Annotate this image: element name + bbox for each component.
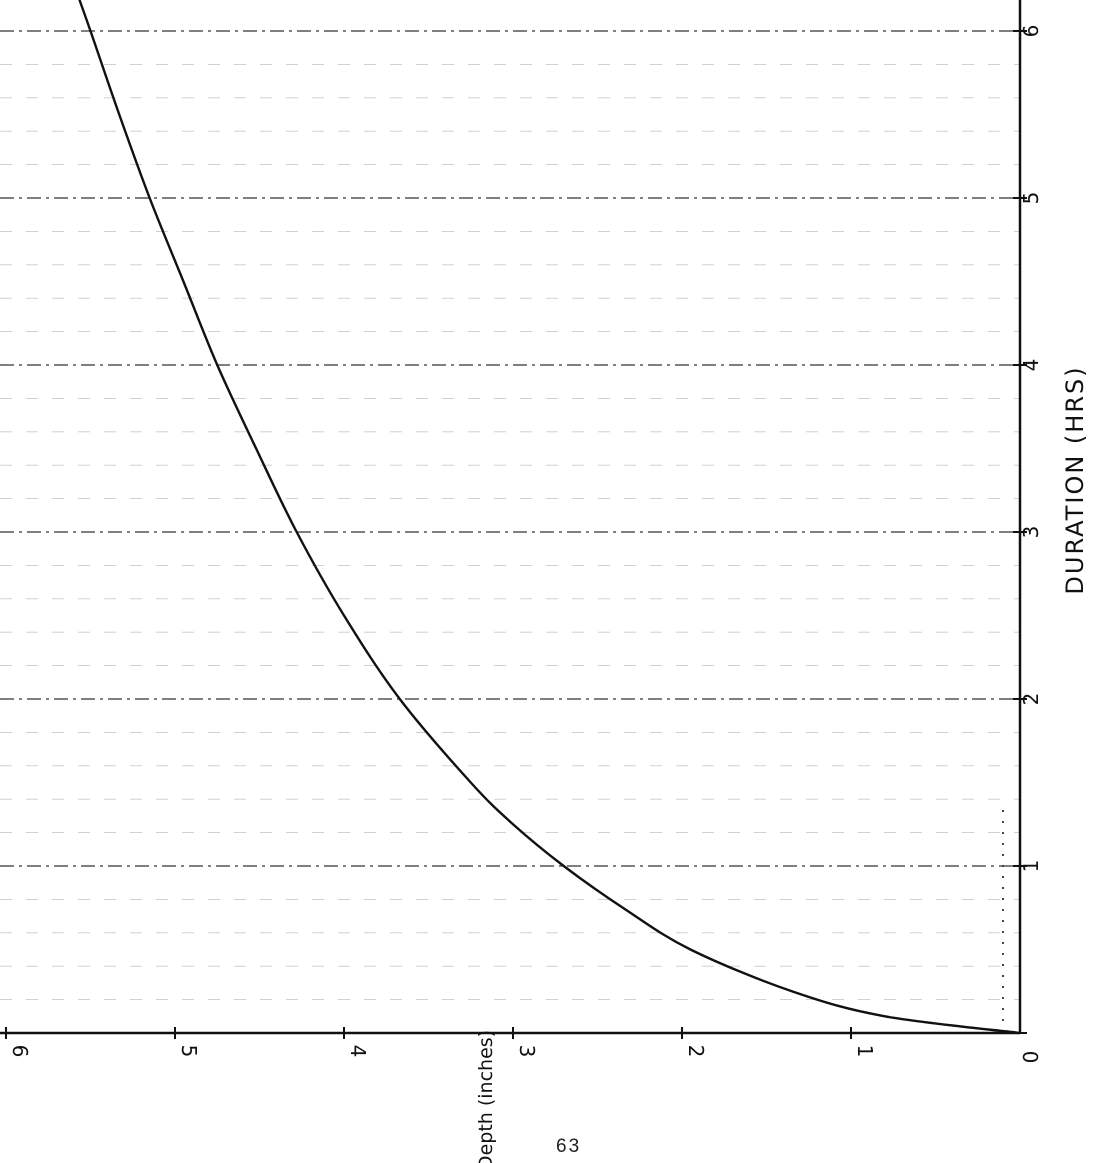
- x-tick-label: 2: [1019, 693, 1043, 706]
- y-axis-label: Depth (inches): [475, 1030, 497, 1163]
- depth-duration-curve: [79, 0, 1020, 1033]
- y-tick-label: 4: [346, 1045, 370, 1058]
- grid-lines: [0, 0, 1020, 1000]
- x-axis-label: DURATION (HRS): [1061, 365, 1089, 594]
- x-tick-label: 3: [1019, 526, 1043, 539]
- y-tick-label: 5: [177, 1045, 201, 1058]
- x-tick-label: 1: [1019, 860, 1043, 873]
- x-tick-label: 6: [1019, 25, 1043, 38]
- y-tick-label: 2: [684, 1045, 708, 1058]
- x-tick-label: 0: [1019, 1051, 1043, 1064]
- series-layer: [79, 0, 1020, 1033]
- tick-labels: 0 1 2 3 4 5 6 1 2 3 4 5 6: [6, 25, 1043, 1064]
- x-tick-label: 4: [1019, 359, 1043, 372]
- x-tick-label: 5: [1019, 192, 1043, 205]
- y-tick-label: 6: [8, 1045, 32, 1058]
- y-tick-label: 3: [515, 1045, 539, 1058]
- axis-labels: DURATION (HRS) Depth (inches): [475, 365, 1089, 1163]
- y-tick-label: 1: [853, 1045, 877, 1058]
- axes: [0, 0, 1020, 1033]
- page-number: 63: [556, 1136, 581, 1158]
